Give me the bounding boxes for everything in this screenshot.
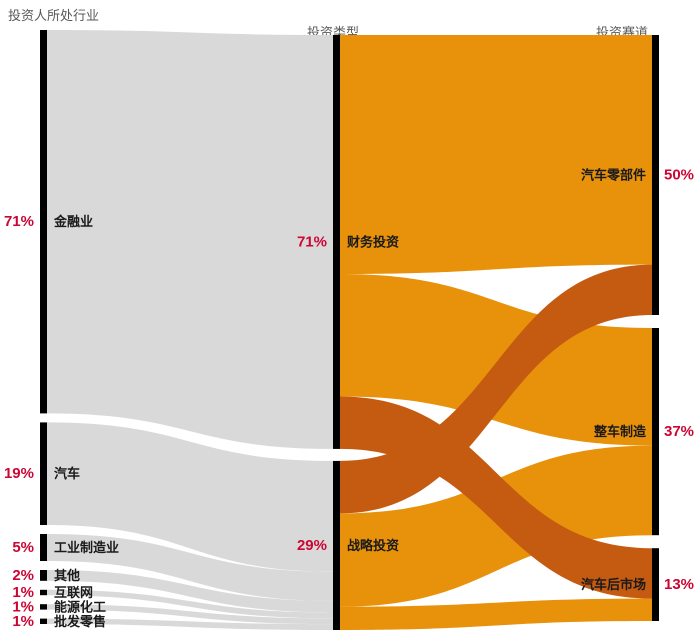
sankey-flow <box>47 589 333 619</box>
node-name-label: 金融业 <box>53 214 93 229</box>
node-name-label: 工业制造业 <box>54 540 119 555</box>
node-percent-label: 29% <box>297 537 327 554</box>
sankey-node-bar <box>652 35 659 315</box>
node-percent-label: 2% <box>12 567 34 584</box>
sankey-flow <box>340 445 652 607</box>
node-percent-label: 71% <box>4 213 34 230</box>
sankey-flow <box>340 598 652 630</box>
node-percent-label: 13% <box>664 576 694 593</box>
node-name-label: 批发零售 <box>54 614 106 629</box>
node-percent-label: 37% <box>664 423 694 440</box>
sankey-flow <box>340 274 652 446</box>
sankey-flow <box>340 35 652 275</box>
column-header-investor-industry: 投资人所处行业 <box>8 8 100 23</box>
node-name-label: 汽车零部件 <box>581 168 646 183</box>
sankey-flow <box>340 264 652 514</box>
node-percent-label: 19% <box>4 465 34 482</box>
sankey-flow <box>47 618 333 630</box>
node-name-label: 互联网 <box>54 585 93 600</box>
sankey-flow <box>47 30 333 449</box>
sankey-node-bar <box>40 534 47 561</box>
node-percent-label: 1% <box>12 584 34 601</box>
sankey-node-bar <box>652 548 659 621</box>
sankey-flow <box>47 422 333 572</box>
node-percent-label: 71% <box>297 233 327 250</box>
sankey-node-bar <box>333 460 340 630</box>
node-name-label: 战略投资 <box>347 538 399 553</box>
sankey-node-bar <box>40 604 47 610</box>
sankey-node-bar <box>40 570 47 581</box>
sankey-flow <box>47 570 333 613</box>
sankey-node-bar <box>652 328 659 536</box>
node-percent-label: 50% <box>664 167 694 184</box>
node-name-label: 其他 <box>54 568 80 583</box>
sankey-flow <box>47 604 333 625</box>
node-name-label: 能源化工 <box>54 599 106 614</box>
node-name-label: 财务投资 <box>347 234 399 249</box>
node-name-label: 汽车后市场 <box>581 577 646 592</box>
sankey-node-bar <box>40 30 47 414</box>
node-name-label: 汽车 <box>54 466 80 481</box>
node-name-label: 整车制造 <box>593 424 647 439</box>
node-percent-label: 5% <box>12 539 34 556</box>
node-percent-label: 1% <box>12 598 34 615</box>
sankey-node-bar <box>333 35 340 449</box>
node-percent-label: 1% <box>12 613 34 630</box>
sankey-flow <box>47 534 333 601</box>
sankey-node-bar <box>40 589 47 596</box>
sankey-node-bar <box>40 618 47 624</box>
sankey-node-bar <box>40 422 47 525</box>
